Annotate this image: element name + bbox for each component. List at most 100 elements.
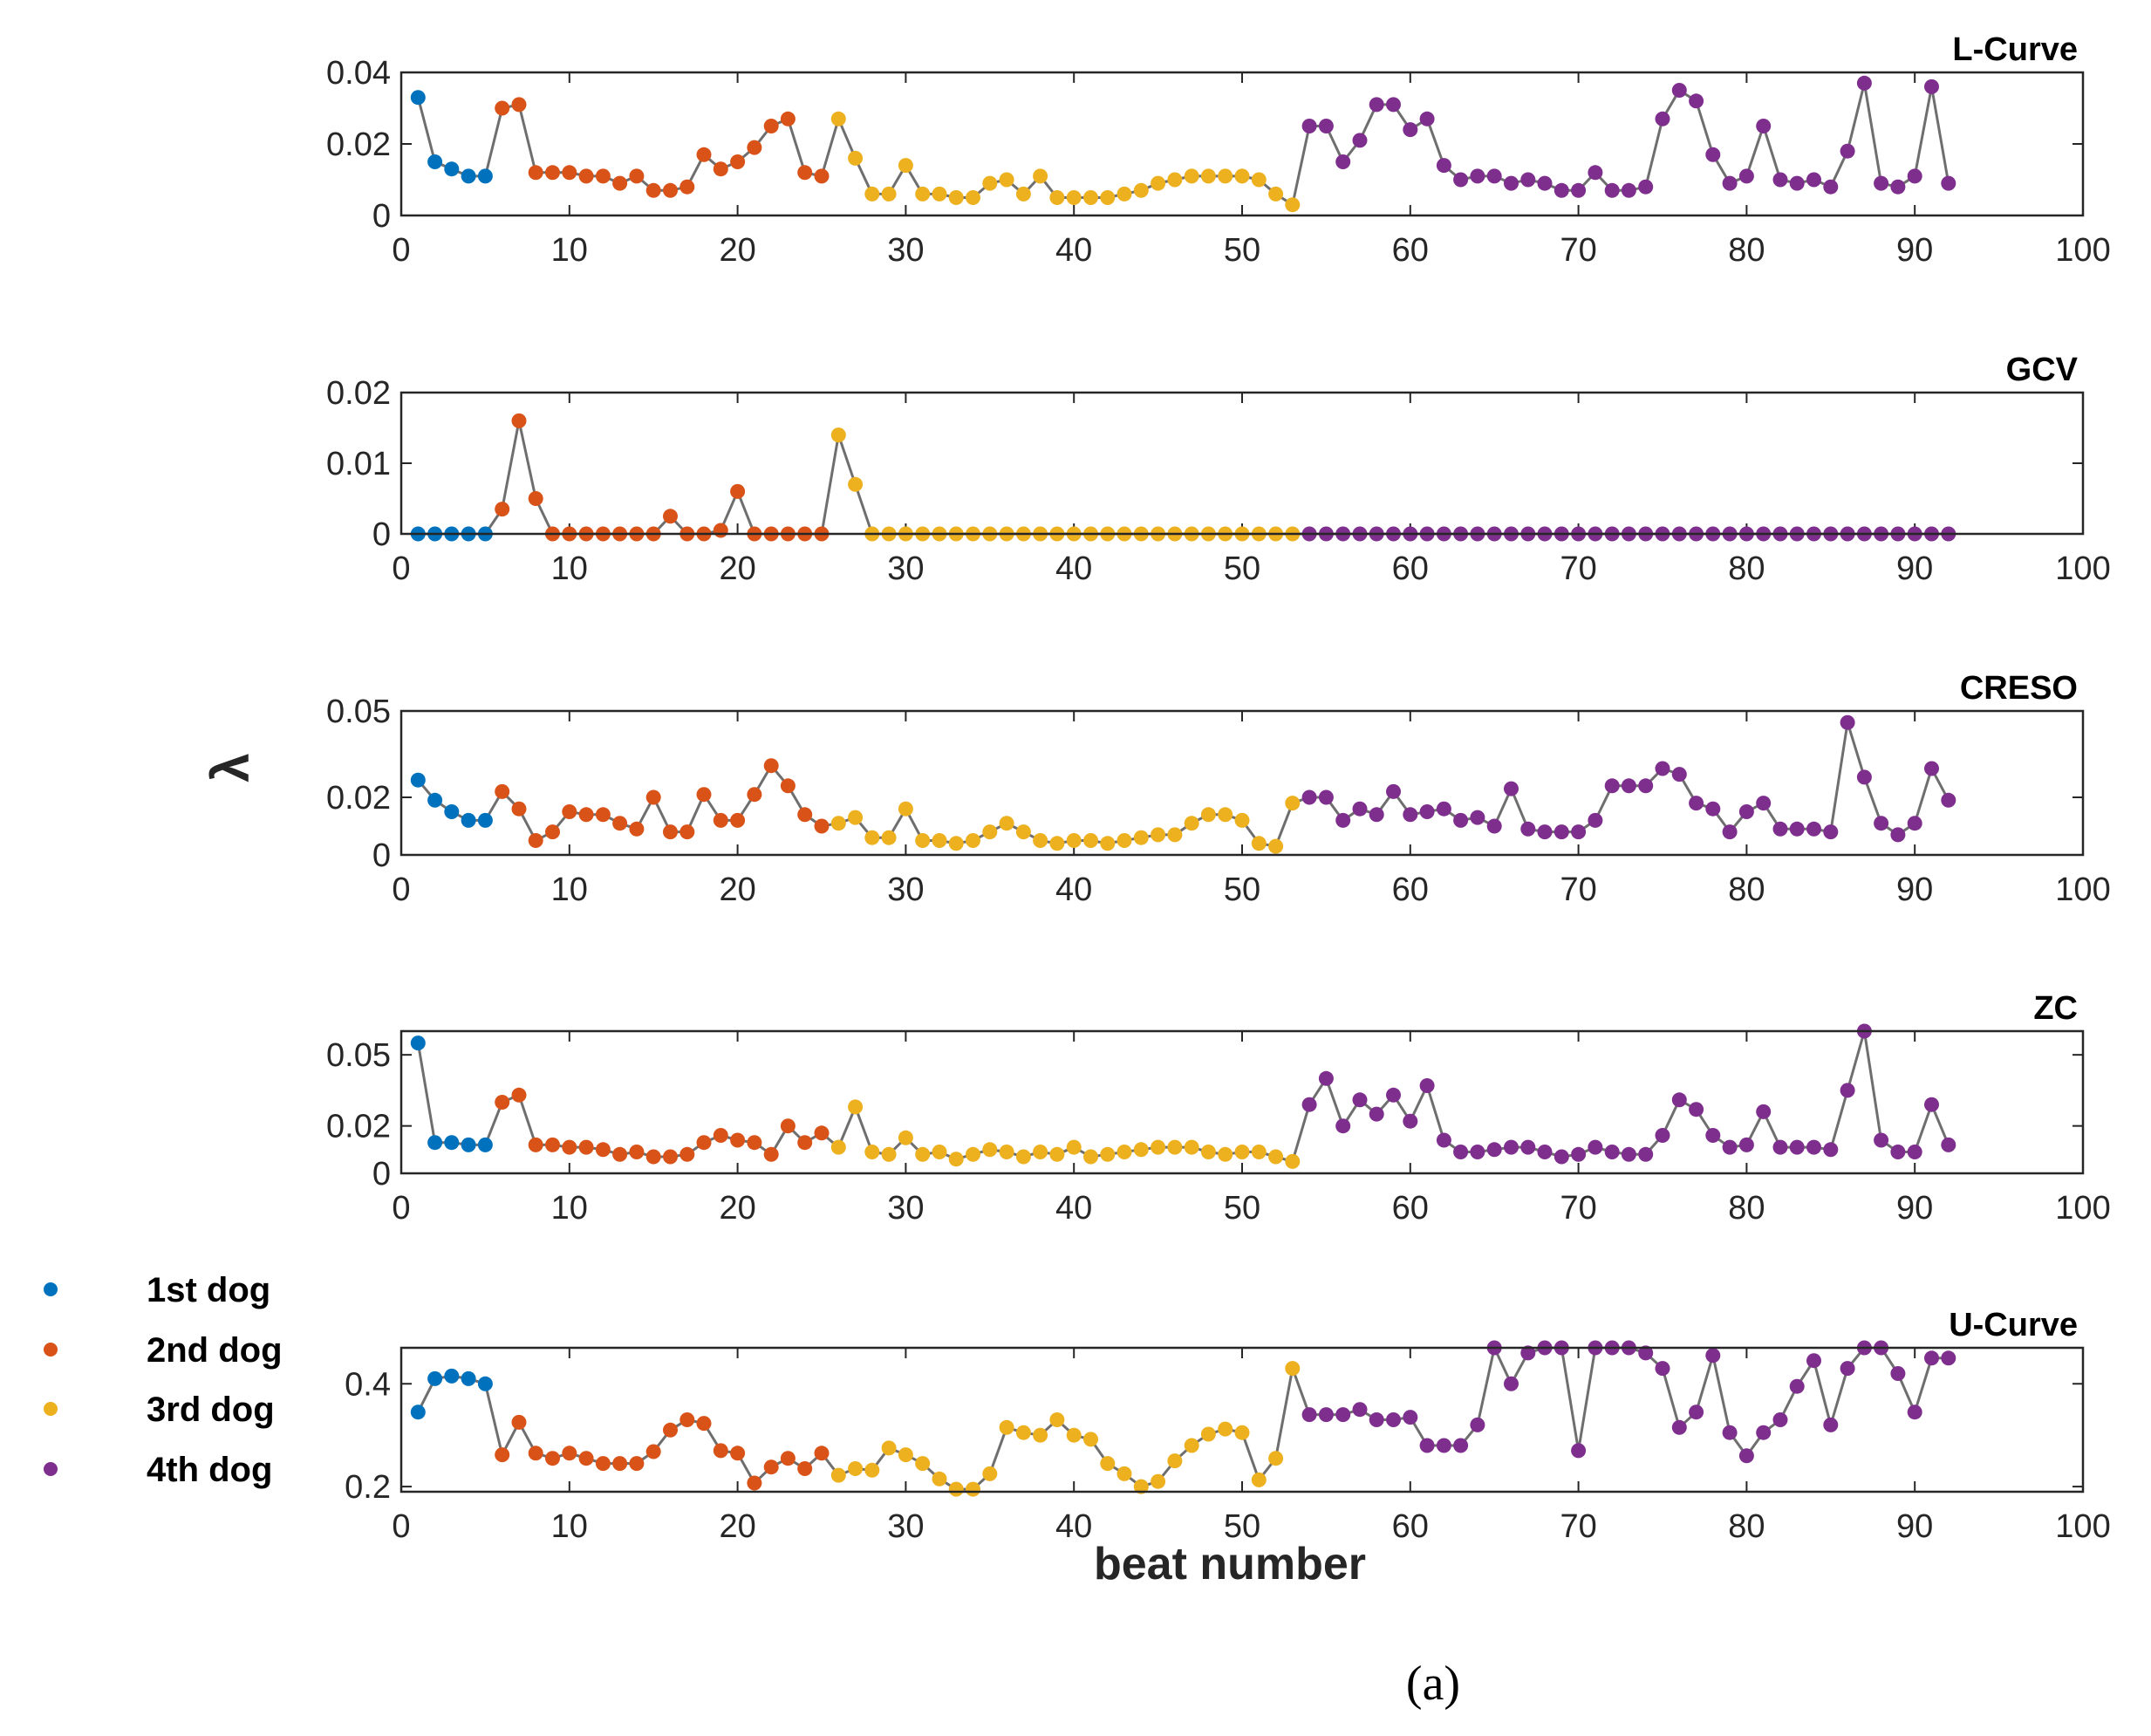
x-tick-label: 20 [719, 871, 755, 908]
data-point [1403, 1410, 1418, 1425]
data-point [763, 1459, 779, 1475]
data-point [1301, 1407, 1317, 1423]
data-point [932, 1145, 947, 1159]
x-tick-label: 90 [1896, 550, 1933, 587]
data-point [898, 158, 913, 174]
data-point [1116, 1145, 1132, 1159]
data-point [1504, 1376, 1519, 1391]
data-point [1436, 1132, 1451, 1148]
data-point [562, 804, 577, 819]
data-point [1756, 119, 1772, 133]
data-point [848, 150, 864, 166]
data-point [477, 168, 493, 184]
data-point [1335, 154, 1351, 169]
data-point [1689, 1102, 1704, 1117]
data-point [1318, 1070, 1334, 1086]
x-tick-label: 90 [1896, 871, 1933, 908]
data-point [1218, 807, 1233, 823]
data-point [1453, 1145, 1469, 1159]
x-tick-label: 50 [1224, 1190, 1260, 1227]
panel-l-curve: 0 10 20 30 40 50 60 70 80 90 100 0 0.02 0.04 L-Curve [326, 31, 2111, 269]
data-point [780, 111, 796, 126]
data-point [848, 476, 864, 492]
data-point [679, 1146, 695, 1162]
data-point [1554, 1149, 1569, 1165]
data-point [797, 1135, 813, 1151]
data-point [1486, 168, 1502, 184]
x-tick-label: 90 [1896, 1190, 1933, 1227]
data-point [915, 833, 931, 848]
data-point [1352, 133, 1368, 148]
data-point [663, 1149, 678, 1165]
data-point [410, 772, 426, 788]
data-point [881, 1440, 897, 1456]
data-point [1335, 1407, 1351, 1423]
data-point [1116, 186, 1132, 202]
data-point [1436, 158, 1451, 174]
data-point [1419, 1078, 1435, 1093]
data-point [495, 100, 510, 116]
data-point [1705, 147, 1721, 162]
data-point [848, 1461, 864, 1476]
y-tick-label: 0.05 [326, 1037, 391, 1074]
data-point [1453, 172, 1469, 188]
data-point [696, 1416, 712, 1432]
data-point [427, 154, 443, 169]
data-point [612, 816, 628, 831]
data-point [1772, 172, 1788, 188]
data-point [1184, 168, 1199, 184]
x-tick-label: 0 [392, 232, 410, 269]
data-point [1840, 1083, 1855, 1098]
data-point [1621, 182, 1636, 198]
data-point [780, 1451, 796, 1466]
data-point [1386, 97, 1401, 113]
data-point [763, 758, 779, 774]
data-point [1470, 810, 1485, 825]
data-point [410, 1405, 426, 1420]
legend-marker-3rd-dog [44, 1402, 58, 1416]
data-point [830, 1139, 846, 1155]
data-point [1671, 1419, 1687, 1435]
figure-caption: (a) [1406, 1657, 1460, 1711]
data-point [1638, 1345, 1654, 1361]
data-point [444, 161, 460, 177]
data-point [495, 502, 510, 517]
axes-box [399, 1346, 2085, 1493]
data-point [1907, 1145, 1922, 1159]
x-tick-label: 40 [1055, 871, 1092, 908]
data-point [915, 1456, 931, 1472]
data-point [1924, 79, 1939, 94]
data-point [730, 1446, 746, 1461]
data-point [1941, 792, 1956, 808]
data-point [1738, 168, 1754, 184]
x-tick-label: 70 [1560, 1190, 1596, 1227]
data-point [1083, 1149, 1098, 1165]
panel-u-curve: 0 10 20 30 40 50 60 70 80 90 100 0.2 0.4 U-Curve [345, 1307, 2111, 1545]
data-point [629, 821, 645, 837]
data-point [1571, 1443, 1587, 1459]
x-tick-label: 20 [719, 232, 755, 269]
data-point [1167, 827, 1183, 843]
data-point [730, 1132, 746, 1148]
data-point [915, 1146, 931, 1162]
data-point [1015, 186, 1031, 202]
x-tick-label: 60 [1392, 1190, 1429, 1227]
data-point [663, 1422, 678, 1438]
data-point [1655, 761, 1670, 776]
data-point [1436, 801, 1451, 817]
data-point [595, 807, 611, 823]
data-point [612, 1146, 628, 1162]
x-tick-label: 80 [1728, 550, 1765, 587]
legend-label-1st-dog: 1st dog [147, 1271, 270, 1309]
data-point [1419, 111, 1435, 126]
data-point [1722, 1139, 1738, 1155]
data-point [1806, 1353, 1821, 1369]
data-point [679, 179, 695, 195]
x-tick-label: 80 [1728, 232, 1765, 269]
data-point [1403, 807, 1418, 823]
panel-title: ZC [2033, 990, 2078, 1027]
x-tick-label: 50 [1224, 232, 1260, 269]
series-line [416, 1030, 1950, 1164]
data-point [1151, 827, 1166, 843]
data-point [864, 1462, 880, 1478]
